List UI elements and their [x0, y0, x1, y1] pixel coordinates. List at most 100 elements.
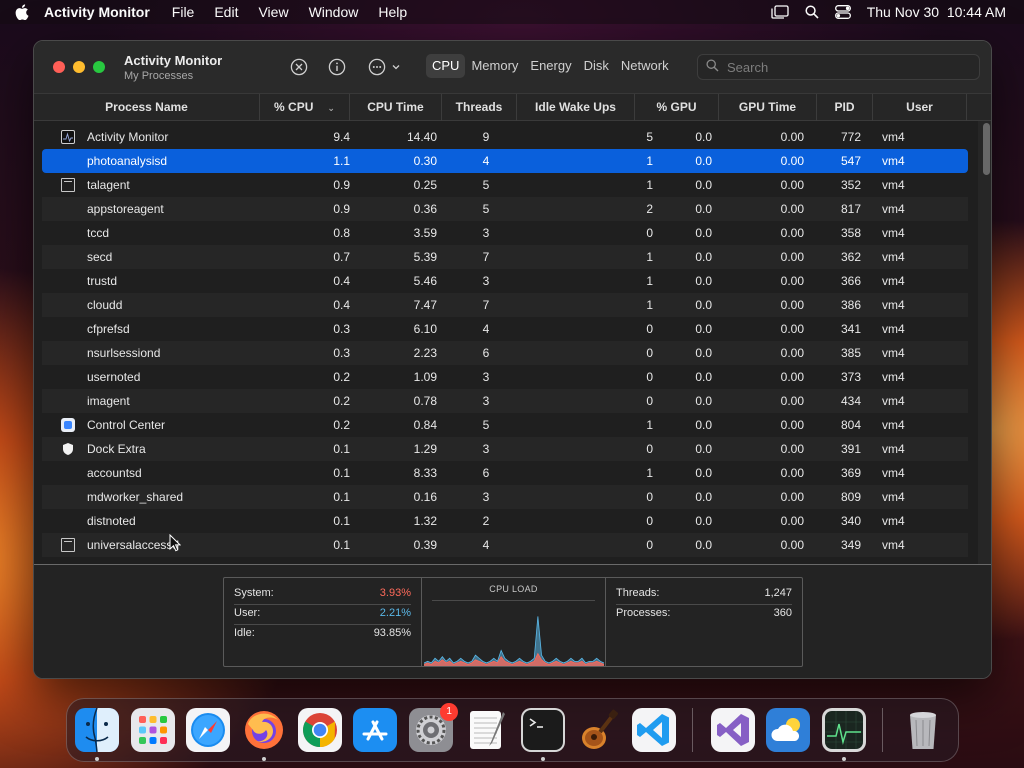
- dock-firefox[interactable]: [242, 708, 286, 761]
- more-actions-icon[interactable]: [367, 57, 405, 77]
- cell-gpu: 0.0: [695, 130, 712, 144]
- column-header-gpu-time[interactable]: GPU Time: [719, 94, 817, 121]
- table-row[interactable]: Activity Monitor 9.4 14.40 9 5 0.0 0.00 772 vm4: [42, 125, 968, 149]
- processes-stat-row: Processes: 360: [616, 605, 792, 625]
- tab-cpu[interactable]: CPU: [426, 54, 466, 78]
- window-icon: [61, 538, 75, 552]
- table-row[interactable]: tccd 0.8 3.59 3 0 0.0 0.00 358 vm4: [42, 221, 968, 245]
- column-header-user[interactable]: User: [873, 94, 967, 121]
- dock-system-settings[interactable]: 1: [409, 703, 459, 752]
- table-row[interactable]: nsurlsessiond 0.3 2.23 6 0 0.0 0.00 385 vm4: [42, 341, 968, 365]
- cell-gpu-time: 0.00: [780, 514, 804, 528]
- column-header-cpu-time[interactable]: CPU Time: [350, 94, 442, 121]
- table-row[interactable]: accountsd 0.1 8.33 6 1 0.0 0.00 369 vm4: [42, 461, 968, 485]
- menu-view[interactable]: View: [258, 4, 289, 20]
- table-row[interactable]: cloudd 0.4 7.47 7 1 0.0 0.00 386 vm4: [42, 293, 968, 317]
- search-input[interactable]: [727, 59, 967, 75]
- process-name: tccd: [87, 226, 110, 240]
- dock-weather[interactable]: [766, 708, 811, 752]
- cell-pid: 369: [840, 466, 861, 480]
- table-scroll-track[interactable]: [978, 121, 991, 564]
- table-row[interactable]: trustd 0.4 5.46 3 1 0.0 0.00 366 vm4: [42, 269, 968, 293]
- table-row[interactable]: talagent 0.9 0.25 5 1 0.0 0.00 352 vm4: [42, 173, 968, 197]
- tab-energy[interactable]: Energy: [530, 58, 572, 73]
- cell-cpu: 0.8: [333, 226, 350, 240]
- table-scrollbar-thumb[interactable]: [983, 123, 990, 175]
- tab-network[interactable]: Network: [620, 58, 669, 73]
- divider: [432, 600, 595, 601]
- cell-pid: 358: [840, 226, 861, 240]
- column-header-gpu[interactable]: % GPU: [635, 94, 719, 121]
- cell-cpu: 0.1: [333, 514, 350, 528]
- dock-activity-monitor[interactable]: [821, 708, 866, 761]
- dock-garageband[interactable]: [576, 708, 620, 752]
- table-row[interactable]: universalaccessd 0.1 0.39 4 0 0.0 0.00 349 vm4: [42, 533, 968, 557]
- idle-value: 93.85%: [373, 627, 411, 639]
- dock-launchpad[interactable]: [130, 708, 175, 752]
- table-row[interactable]: mdworker_shared 0.1 0.16 3 0 0.0 0.00 809 vm4: [42, 485, 968, 509]
- zoom-window-button[interactable]: [93, 61, 105, 73]
- cell-threads: 6: [482, 346, 490, 360]
- dock-finder[interactable]: [75, 708, 119, 761]
- spotlight-search-icon[interactable]: [805, 5, 819, 19]
- cell-threads: 7: [482, 298, 490, 312]
- window-subtitle[interactable]: My Processes: [124, 70, 194, 82]
- menu-file[interactable]: File: [171, 4, 195, 20]
- column-label: Process Name: [105, 100, 188, 114]
- cell-cpu-time: 5.39: [413, 250, 437, 264]
- close-window-button[interactable]: [53, 61, 65, 73]
- dock-terminal[interactable]: [520, 708, 565, 761]
- cell-threads: 5: [482, 178, 490, 192]
- cell-cpu: 0.3: [333, 322, 350, 336]
- control-center-icon[interactable]: [834, 5, 851, 19]
- table-row[interactable]: usernoted 0.2 1.09 3 0 0.0 0.00 373 vm4: [42, 365, 968, 389]
- cell-cpu-time: 5.46: [413, 274, 437, 288]
- menu-bar: Activity Monitor File Edit View Window H…: [0, 0, 1024, 24]
- menu-clock[interactable]: Thu Nov 30 10:44 AM: [866, 4, 1006, 20]
- column-header-idle-wake-ups[interactable]: Idle Wake Ups: [517, 94, 635, 121]
- table-row[interactable]: cfprefsd 0.3 6.10 4 0 0.0 0.00 341 vm4: [42, 317, 968, 341]
- cell-threads: 3: [482, 226, 490, 240]
- column-header-pid[interactable]: PID: [817, 94, 873, 121]
- table-row[interactable]: photoanalysisd 1.1 0.30 4 1 0.0 0.00 547 vm4: [42, 149, 968, 173]
- dock-safari[interactable]: [186, 708, 231, 752]
- cell-threads: 3: [482, 490, 490, 504]
- search-field[interactable]: [697, 54, 980, 80]
- column-header-threads[interactable]: Threads: [442, 94, 517, 121]
- cell-gpu-time: 0.00: [780, 346, 804, 360]
- menu-window[interactable]: Window: [308, 4, 359, 20]
- cell-cpu-time: 2.23: [413, 346, 437, 360]
- minimize-window-button[interactable]: [73, 61, 85, 73]
- table-row[interactable]: appstoreagent 0.9 0.36 5 2 0.0 0.00 817 vm4: [42, 197, 968, 221]
- dock-visual-studio[interactable]: [710, 708, 755, 752]
- menu-edit[interactable]: Edit: [214, 4, 239, 20]
- dock-separator: [691, 708, 693, 752]
- tab-disk[interactable]: Disk: [583, 58, 609, 73]
- mouse-pointer-icon: [169, 533, 182, 555]
- table-row[interactable]: distnoted 0.1 1.32 2 0 0.0 0.00 340 vm4: [42, 509, 968, 533]
- menu-help[interactable]: Help: [378, 4, 408, 20]
- dock-textedit[interactable]: [465, 708, 509, 752]
- cell-threads: 5: [482, 202, 490, 216]
- menu-app-name[interactable]: Activity Monitor: [44, 4, 150, 20]
- dock-trash[interactable]: [901, 708, 945, 752]
- stage-manager-icon[interactable]: [771, 5, 789, 19]
- table-row[interactable]: Dock Extra 0.1 1.29 3 0 0.0 0.00 391 vm4: [42, 437, 968, 461]
- dock-app-store[interactable]: [353, 708, 398, 752]
- dock-chrome[interactable]: [297, 708, 342, 752]
- table-row[interactable]: secd 0.7 5.39 7 1 0.0 0.00 362 vm4: [42, 245, 968, 269]
- cell-pid: 386: [840, 298, 861, 312]
- tab-memory[interactable]: Memory: [471, 58, 519, 73]
- cell-user: vm4: [882, 322, 905, 336]
- table-row[interactable]: imagent 0.2 0.78 3 0 0.0 0.00 434 vm4: [42, 389, 968, 413]
- cpu-system-load-line: [424, 652, 604, 665]
- table-row[interactable]: Control Center 0.2 0.84 5 1 0.0 0.00 804 vm4: [42, 413, 968, 437]
- stop-process-icon[interactable]: [289, 57, 309, 77]
- apple-menu-icon[interactable]: [0, 4, 44, 20]
- column-header-process-name[interactable]: Process Name: [34, 94, 260, 121]
- info-icon[interactable]: [327, 57, 347, 77]
- dock-vscode[interactable]: [631, 708, 676, 752]
- cell-gpu-time: 0.00: [780, 418, 804, 432]
- process-name: nsurlsessiond: [87, 346, 161, 360]
- column-header-cpu[interactable]: % CPU ⌄: [260, 94, 350, 121]
